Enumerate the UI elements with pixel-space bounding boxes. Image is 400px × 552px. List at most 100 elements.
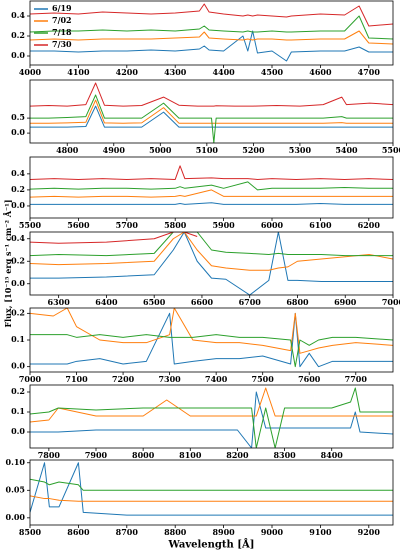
legend-label: 7/18: [52, 27, 72, 37]
x-tick-label: 5600: [67, 220, 90, 230]
y-tick-label: 0.2: [11, 307, 25, 317]
y-tick-label: 0.2: [11, 30, 25, 40]
x-tick-label: 6400: [95, 297, 118, 307]
x-tick-label: 6900: [334, 297, 357, 307]
x-tick-label: 8600: [67, 527, 90, 537]
x-tick-label: 5000: [149, 145, 172, 155]
y-tick-label: 0.0: [11, 127, 25, 137]
y-tick-label: 0.5: [11, 112, 25, 122]
x-tick-label: 5200: [242, 145, 265, 155]
x-tick-label: 7700: [345, 374, 368, 384]
x-tick-label: 8500: [19, 527, 42, 537]
x-tick-label: 6000: [261, 220, 284, 230]
x-tick-label: 4900: [103, 145, 126, 155]
spectrum-line: [30, 312, 393, 368]
spectrum-line: [30, 165, 393, 180]
spectrum-line: [30, 232, 393, 257]
x-tick-label: 4700: [358, 67, 381, 77]
legend-label: 6/19: [52, 3, 72, 13]
x-tick-label: 7800: [38, 450, 61, 460]
spectrum-line: [30, 391, 393, 448]
x-tick-label: 7000: [19, 374, 42, 384]
plot-frame: [29, 0, 394, 66]
x-tick-label: 7600: [298, 374, 321, 384]
y-tick-label: 0.00: [6, 512, 26, 522]
x-tick-label: 6800: [286, 297, 309, 307]
x-tick-label: 7000: [382, 297, 400, 307]
plot-lines: [30, 232, 393, 295]
y-tick-label: 0.0: [11, 426, 25, 436]
spectrum-line: [30, 334, 393, 368]
x-tick-label: 9200: [358, 527, 381, 537]
legend-label: 7/30: [52, 39, 72, 49]
x-tick-label: 5900: [212, 220, 235, 230]
plot-frame: [29, 79, 394, 144]
x-tick-label: 8400: [321, 450, 344, 460]
x-tick-label: 8700: [116, 527, 139, 537]
spectrum-line: [30, 105, 393, 128]
x-axis-label: Wavelength [Å]: [167, 539, 254, 551]
x-tick-label: 7900: [85, 450, 108, 460]
spectrum-line: [30, 82, 393, 107]
x-tick-label: 4800: [56, 145, 79, 155]
x-tick-label: 6100: [309, 220, 332, 230]
x-tick-label: 8300: [273, 450, 296, 460]
x-tick-label: 5300: [289, 145, 312, 155]
y-tick-label: 0.0: [11, 50, 25, 60]
y-tick-label: 0.2: [11, 184, 25, 194]
y-tick-label: 0.4: [11, 233, 25, 243]
x-tick-label: 6700: [239, 297, 262, 307]
y-tick-label: 0.2: [11, 255, 25, 265]
x-tick-label: 4100: [67, 67, 90, 77]
spectrum-line: [30, 478, 393, 491]
y-tick-label: 0.05: [6, 484, 25, 494]
plot-frame: [29, 231, 394, 296]
spectrum-line: [30, 232, 198, 244]
y-tick-label: 0.2: [11, 386, 25, 396]
x-tick-label: 5400: [335, 145, 358, 155]
x-tick-label: 8800: [164, 527, 187, 537]
plot-lines: [30, 387, 393, 448]
spectrum-line: [30, 495, 393, 502]
spectrum-line: [30, 94, 393, 143]
x-tick-label: 6300: [48, 297, 71, 307]
x-tick-label: 5700: [116, 220, 139, 230]
spectrum-line: [30, 387, 393, 448]
x-tick-label: 5500: [382, 145, 400, 155]
x-tick-label: 8000: [132, 450, 155, 460]
spectrum-line: [30, 181, 393, 191]
spectrum-line: [30, 387, 393, 423]
x-tick-label: 4500: [261, 67, 284, 77]
x-tick-label: 5500: [19, 220, 42, 230]
plot-lines: [30, 82, 393, 143]
x-tick-label: 7400: [205, 374, 228, 384]
spectrum-line: [30, 30, 393, 45]
plot-lines: [30, 462, 393, 516]
x-tick-label: 4000: [19, 67, 42, 77]
y-tick-label: 0.4: [11, 10, 25, 20]
x-tick-label: 4300: [164, 67, 187, 77]
x-tick-label: 6200: [358, 220, 381, 230]
y-tick-label: 0.10: [6, 457, 26, 467]
plot-frame: [29, 459, 394, 526]
y-tick-label: 0.0: [11, 361, 25, 371]
spectrum-line: [30, 232, 393, 295]
x-tick-label: 7300: [158, 374, 181, 384]
x-tick-label: 8900: [212, 527, 235, 537]
y-tick-label: 0.1: [11, 406, 25, 416]
spectrum-line: [30, 308, 393, 354]
x-tick-label: 7100: [65, 374, 88, 384]
legend-label: 7/02: [52, 15, 72, 25]
x-tick-label: 4400: [212, 67, 235, 77]
spectrum-line: [30, 30, 393, 62]
y-tick-label: 0.0: [11, 200, 25, 210]
plot-lines: [30, 165, 393, 205]
plot-frame: [29, 384, 394, 449]
y-tick-label: 0.0: [11, 278, 25, 288]
x-tick-label: 9000: [261, 527, 284, 537]
spectrum-line: [30, 189, 393, 198]
x-tick-label: 6600: [191, 297, 214, 307]
x-tick-label: 6500: [143, 297, 166, 307]
